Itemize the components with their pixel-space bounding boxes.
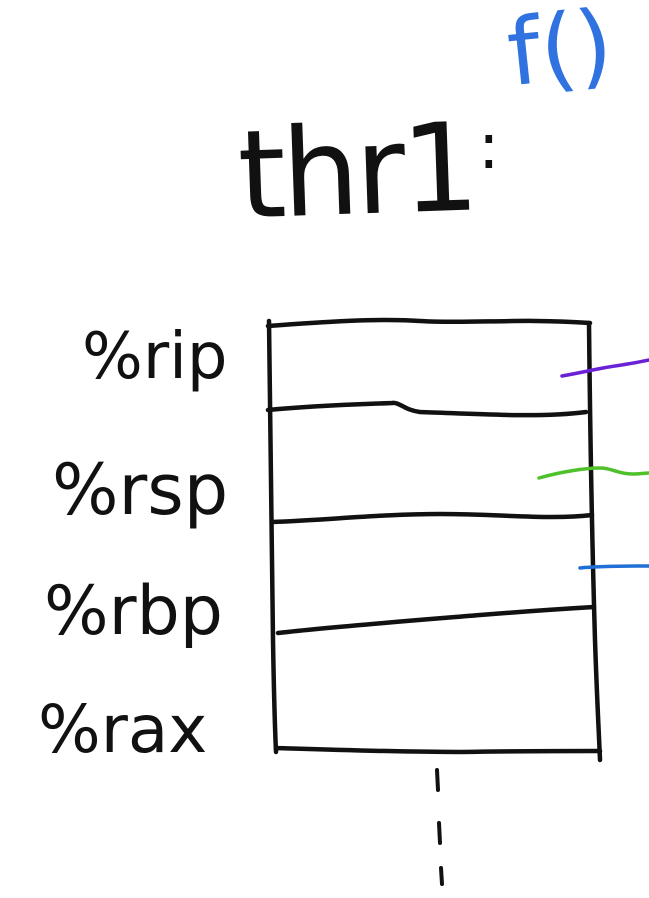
register-box-right-wall [586,320,603,763]
rbp-pointer-line [578,564,649,570]
register-row-divider-rbp-rax [275,604,597,636]
register-row-divider-bottom [273,745,603,755]
title-colon: : [478,110,500,184]
thread-title: thr1 [236,96,478,246]
register-row-divider-rip-rsp [265,400,589,418]
register-label-rip: %rip [82,320,228,394]
register-row-divider-rsp-rbp [269,511,595,525]
register-label-rax: %rax [38,691,207,768]
register-row-divider-top [265,317,593,329]
rip-pointer-line [560,358,649,378]
rsp-pointer-line [537,466,649,480]
stack-continuation-dashes [435,768,444,886]
register-box-left-wall [266,318,279,755]
register-label-rbp: %rbp [44,572,223,651]
function-label: f() [503,0,618,107]
register-label-rsp: %rsp [52,449,228,531]
